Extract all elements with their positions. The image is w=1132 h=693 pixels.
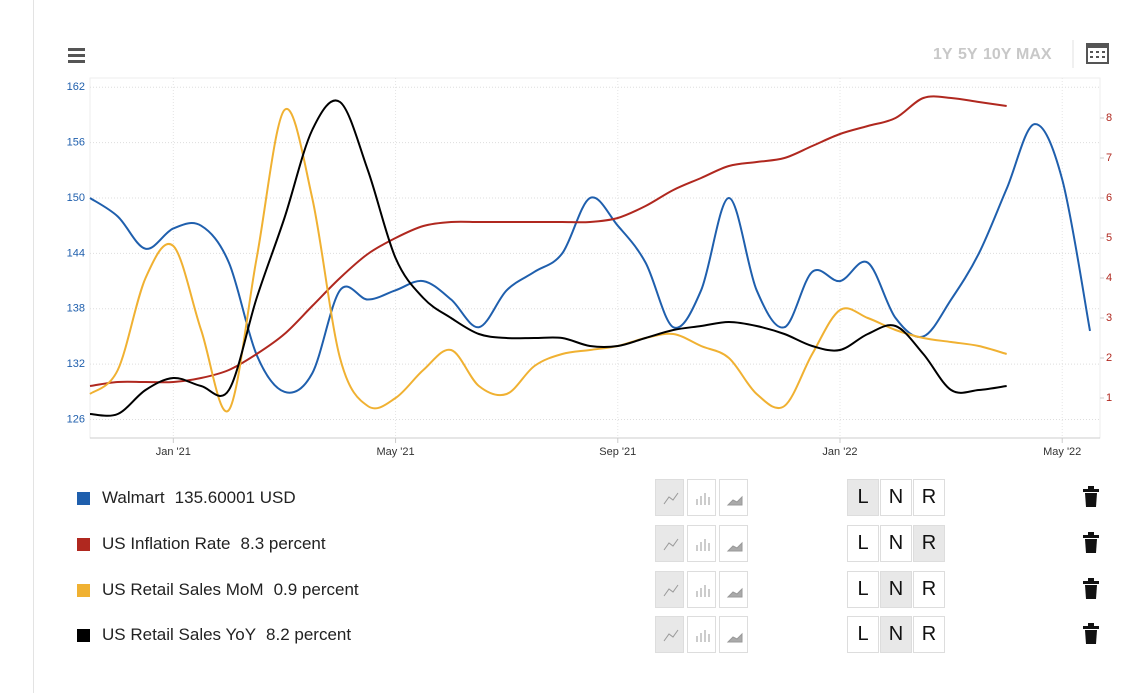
chart-type-button[interactable] [655,571,684,608]
series-name: US Retail Sales MoM [102,580,264,599]
series-line [89,123,1091,394]
chart-type-icon [663,492,679,505]
y2-tick-label: 5 [1106,232,1112,244]
delete-button[interactable] [1082,578,1100,605]
range-button[interactable]: MAX [1016,46,1052,63]
y-tick-label: 144 [67,247,85,259]
trash-icon [1083,486,1099,507]
legend-swatch [77,538,90,551]
scale-button[interactable]: R [913,571,945,608]
y2-tick-label: 2 [1106,352,1112,364]
chart-type-button[interactable] [719,616,748,653]
y-tick-label: 162 [67,81,85,93]
scale-button[interactable]: R [913,479,945,516]
trash-icon [1083,623,1099,644]
scale-button[interactable]: L [847,479,879,516]
series-line [89,95,1007,387]
legend-label: US Retail Sales MoM 0.9 percent [102,580,359,600]
page-border [33,0,34,693]
y-tick-label: 138 [67,303,85,315]
legend-swatch [77,584,90,597]
scale-button[interactable]: N [880,571,912,608]
y2-tick-label: 4 [1106,272,1112,284]
chart-type-icon [726,587,743,598]
scale-button[interactable]: R [913,525,945,562]
chart-type-button[interactable] [687,525,716,562]
legend-row: Walmart 135.60001 USD L N R [77,478,1117,518]
y-tick-label: 150 [67,192,85,204]
chart-type-icon [726,495,743,506]
chart-type-icon [696,630,710,642]
legend-row: US Retail Sales YoY 8.2 percent L N R [77,615,1117,655]
x-tick-label: Jan '21 [156,446,191,458]
series-value: 8.2 percent [266,625,352,644]
y2-tick-label: 8 [1106,112,1112,124]
trash-icon [1083,578,1099,599]
y-tick-label: 126 [67,413,85,425]
plot-area [89,77,1101,439]
scale-button[interactable]: N [880,525,912,562]
legend-label: US Retail Sales YoY 8.2 percent [102,625,351,645]
range-button[interactable]: 5Y [958,46,978,63]
chart-type-button[interactable] [719,525,748,562]
chart-type-icon [663,538,679,551]
menu-icon[interactable] [68,48,85,63]
chart-type-button[interactable] [719,479,748,516]
chart-type-icon [663,584,679,597]
legend-swatch [77,629,90,642]
scale-button[interactable]: L [847,616,879,653]
x-tick-label: May '21 [376,446,414,458]
scale-button[interactable]: L [847,571,879,608]
delete-button[interactable] [1082,486,1100,513]
y2-tick-label: 1 [1106,392,1112,404]
calendar-icon[interactable] [1086,43,1109,64]
y-tick-label: 156 [67,137,85,149]
chart-type-button[interactable] [719,571,748,608]
series-line [89,107,1007,413]
range-button[interactable]: 10Y [983,46,1012,63]
chart-type-button[interactable] [655,525,684,562]
legend-swatch [77,492,90,505]
y-tick-label: 132 [67,358,85,370]
chart-type-button[interactable] [687,571,716,608]
legend-label: Walmart 135.60001 USD [102,488,296,508]
y2-tick-label: 6 [1106,192,1112,204]
x-tick-label: May '22 [1043,446,1081,458]
scale-button[interactable]: L [847,525,879,562]
legend-row: US Inflation Rate 8.3 percent L N R [77,524,1117,564]
x-tick-label: Jan '22 [822,446,857,458]
scale-button[interactable]: N [880,616,912,653]
chart-type-button[interactable] [687,479,716,516]
chart-type-icon [726,541,743,552]
scale-button[interactable]: N [880,479,912,516]
legend-label: US Inflation Rate 8.3 percent [102,534,326,554]
chart-type-button[interactable] [655,479,684,516]
series-name: US Inflation Rate [102,534,231,553]
chart-type-icon [696,585,710,597]
series-name: US Retail Sales YoY [102,625,257,644]
series-line [89,99,1007,417]
series-name: Walmart [102,488,165,507]
chart-type-icon [726,632,743,643]
legend-row: US Retail Sales MoM 0.9 percent L N R [77,570,1117,610]
x-tick-label: Sep '21 [599,446,636,458]
scale-button[interactable]: R [913,616,945,653]
chart-type-icon [696,539,710,551]
y2-tick-label: 7 [1106,152,1112,164]
chart-type-icon [663,629,679,642]
y2-tick-label: 3 [1106,312,1112,324]
chart-type-button[interactable] [655,616,684,653]
range-button[interactable]: 1Y [933,46,953,63]
chart-type-icon [696,493,710,505]
chart: 126 132 138 144 150 156 162 1 2 3 4 5 6 7 8 Jan '21 May … [67,40,1112,458]
series-value: 135.60001 USD [174,488,296,507]
delete-button[interactable] [1082,532,1100,559]
chart-type-button[interactable] [687,616,716,653]
series-value: 0.9 percent [273,580,359,599]
trash-icon [1083,532,1099,553]
delete-button[interactable] [1082,623,1100,650]
series-value: 8.3 percent [240,534,326,553]
